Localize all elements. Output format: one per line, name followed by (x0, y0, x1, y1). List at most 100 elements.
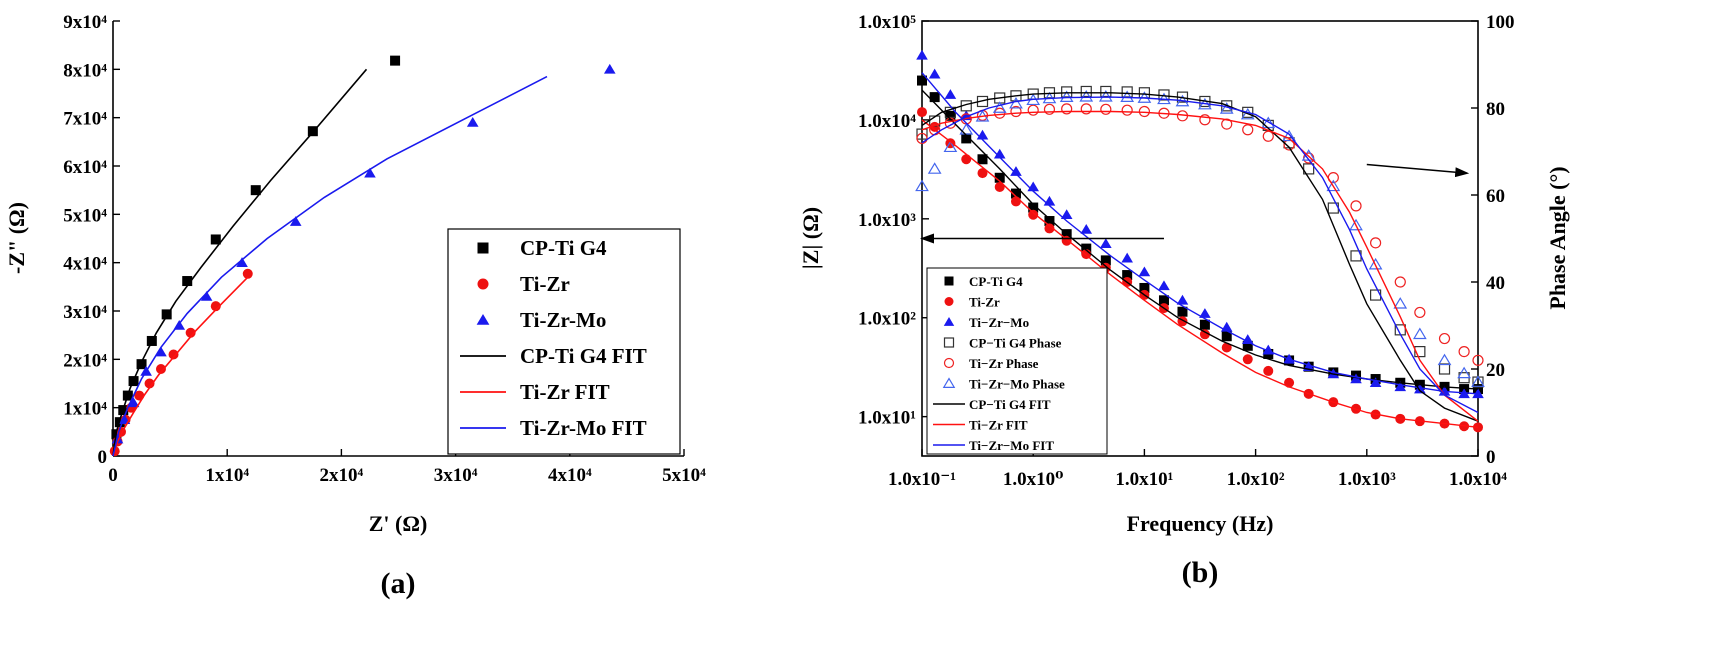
b-data-point (1176, 294, 1189, 305)
b-legend-marker (943, 317, 955, 326)
b-data-point (1241, 334, 1254, 344)
a-fit-line (112, 75, 548, 457)
b-data-point (944, 89, 957, 99)
a-y-tick-label: 7x10⁴ (63, 109, 107, 130)
a-series-1 (109, 268, 253, 457)
a-series-5 (112, 75, 548, 457)
b-data-point (961, 133, 972, 144)
b-data-point (1080, 103, 1092, 115)
b-series-11 (921, 96, 1479, 414)
b-legend-marker (943, 357, 955, 369)
b-arrow-annotation (1366, 163, 1470, 178)
a-y-tick-label: 1x10⁴ (63, 399, 107, 420)
b-data-point (977, 154, 988, 165)
b-data-point (993, 148, 1006, 159)
b-x-tick-label: 1.0x10⁴ (1449, 469, 1507, 490)
b-y-tick-label: 1.0x10² (858, 309, 916, 330)
a-legend-label: Ti-Zr-Mo FIT (520, 416, 647, 440)
a-legend-entry (477, 278, 489, 290)
a-data-point (466, 116, 479, 127)
b-data-point (1350, 200, 1362, 212)
b-data-point (992, 101, 1007, 113)
b-data-point (1349, 218, 1363, 231)
a-data-point (168, 349, 179, 360)
b-legend-marker (944, 297, 954, 306)
b-y2-axis-label: Phase Angle (°) (1545, 166, 1570, 309)
a-legend-label: CP-Ti G4 FIT (520, 344, 647, 368)
b-data-point (1326, 179, 1341, 192)
b-legend-entry (943, 357, 955, 369)
b-data-point (1009, 96, 1023, 109)
b-legend-label: Ti−Zr Phase (969, 356, 1039, 371)
a-legend-label: Ti-Zr FIT (520, 380, 610, 404)
b-x-tick-label: 1.0x10⁰ (1003, 469, 1064, 490)
b-data-point (1263, 365, 1274, 376)
a-legend-entry (476, 313, 490, 325)
b-data-point (1437, 353, 1452, 366)
b-x-tick-label: 1.0x10¹ (1115, 469, 1173, 490)
b-data-point (1368, 257, 1383, 270)
b-y-tick-label: 1.0x10⁵ (858, 12, 916, 33)
b-data-point (917, 75, 927, 86)
a-data-point (210, 234, 221, 245)
b-data-point (1139, 282, 1150, 293)
b-data-point (1350, 373, 1362, 384)
b-data-point (1100, 238, 1112, 249)
b-fit-line (921, 89, 1479, 390)
b-fit-line (921, 119, 1479, 428)
b-data-point (1080, 85, 1092, 98)
a-data-point (603, 63, 616, 74)
b-data-point (1393, 297, 1408, 309)
a-legend-marker (476, 313, 490, 325)
a-data-point (155, 346, 167, 357)
b-data-point (1080, 223, 1093, 234)
b-data-point (1370, 237, 1382, 249)
b-legend-entry (944, 297, 954, 306)
b-series-8 (921, 72, 1479, 395)
b-data-point (943, 140, 958, 153)
b-data-point (1044, 216, 1055, 227)
b-legend-label: Ti−Zr−Mo FIT (969, 438, 1054, 453)
b-data-point (929, 92, 940, 103)
a-legend-marker (477, 278, 489, 290)
a-data-point (242, 268, 253, 279)
a-data-point (161, 309, 172, 320)
b-data-point (1138, 105, 1151, 118)
b-data-point (1199, 114, 1211, 126)
b-data-point (1158, 295, 1169, 306)
b-data-point (1282, 129, 1296, 142)
a-x-tick-label: 4x10⁴ (548, 465, 592, 486)
b-series-9 (921, 92, 1479, 422)
b-y-tick-label: 1.0x10¹ (858, 408, 916, 429)
a-panel-label: (a) (381, 567, 416, 600)
b-data-point (977, 168, 988, 179)
a-data-point (236, 257, 248, 267)
a-x-tick-label: 0 (108, 465, 118, 486)
a-y-axis-label: -Z" (Ω) (4, 202, 29, 274)
b-x-tick-label: 1.0x10³ (1338, 469, 1396, 490)
b-fit-line (921, 92, 1479, 422)
a-data-point (289, 216, 302, 226)
b-data-point (1177, 306, 1188, 317)
b-data-point (1061, 103, 1073, 115)
b-data-point (1471, 375, 1485, 387)
b-data-point (927, 162, 942, 174)
a-data-point (390, 55, 401, 66)
a-data-point (200, 290, 213, 301)
b-y2-tick-label: 20 (1486, 360, 1505, 381)
b-y-tick-label: 1.0x10⁴ (858, 111, 916, 132)
b-x-tick-label: 1.0x10⁻¹ (888, 469, 956, 490)
b-legend-label: Ti−Zr FIT (969, 418, 1028, 433)
b-x-tick-label: 1.0x10² (1227, 469, 1285, 490)
a-fit-line (112, 276, 249, 457)
a-fit-line (112, 68, 368, 457)
b-legend-entry (943, 317, 955, 326)
b-data-point (1079, 90, 1094, 102)
b-legend-label: Ti−Zr−Mo Phase (969, 377, 1065, 392)
b-data-point (1394, 276, 1406, 288)
b-data-point (1472, 354, 1484, 366)
b-y-axis-label: |Z| (Ω) (798, 207, 823, 269)
a-x-axis-label: Z' (Ω) (369, 511, 428, 536)
a-y-tick-label: 5x10⁴ (63, 205, 107, 226)
b-data-point (1158, 280, 1170, 291)
